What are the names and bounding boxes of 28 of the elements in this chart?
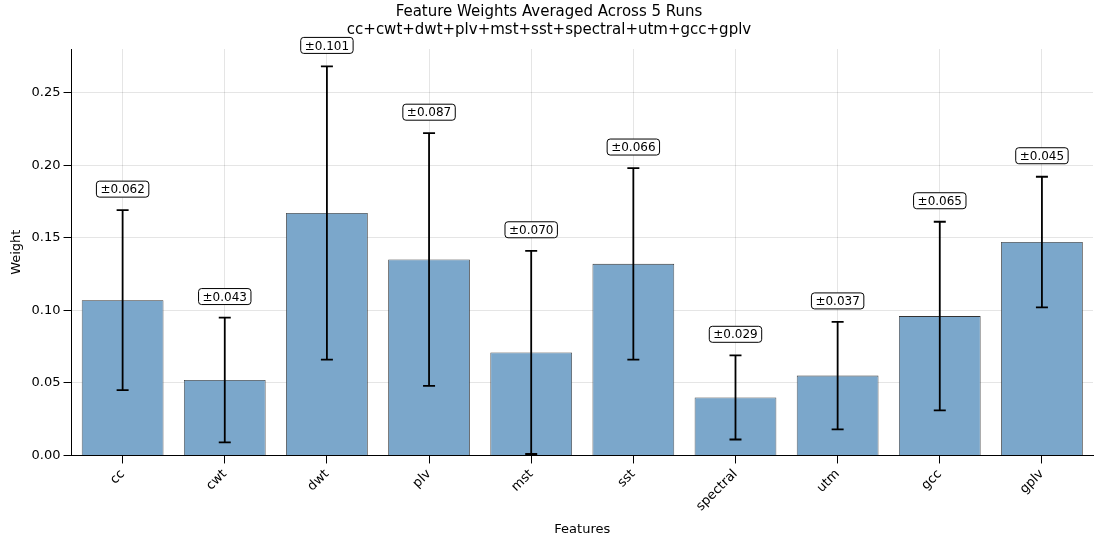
annotation: ±0.066 bbox=[611, 140, 656, 155]
chart-title: Feature Weights Averaged Across 5 Runs bbox=[395, 1, 703, 20]
y-tick-label: 0.10 bbox=[31, 301, 61, 317]
chart-subtitle: cc+cwt+dwt+plv+mst+sst+spectral+utm+gcc+gplv bbox=[346, 19, 752, 38]
annotation: ±0.029 bbox=[713, 327, 758, 342]
y-tick-label: 0.00 bbox=[31, 446, 61, 462]
x-tick-label: cc bbox=[106, 465, 128, 487]
annotation: ±0.065 bbox=[917, 193, 962, 208]
x-tick-label: sst bbox=[614, 465, 638, 490]
annotation: ±0.045 bbox=[1019, 148, 1065, 163]
y-tick-label: 0.25 bbox=[31, 83, 61, 99]
x-tick-label: dwt bbox=[303, 465, 332, 494]
y-tick-label: 0.20 bbox=[31, 156, 61, 172]
x-tick-label: plv bbox=[409, 465, 434, 491]
y-tick-label: 0.15 bbox=[31, 229, 61, 245]
x-tick-label: gcc bbox=[917, 465, 945, 493]
y-axis-title: Weight bbox=[8, 229, 24, 275]
x-axis-title: Features bbox=[554, 520, 611, 536]
x-tick-label: cwt bbox=[202, 465, 230, 493]
annotation: ±0.043 bbox=[202, 289, 247, 304]
x-tick-label: mst bbox=[507, 465, 536, 494]
annotation: ±0.070 bbox=[508, 222, 554, 237]
annotation: ±0.087 bbox=[406, 105, 452, 120]
x-tick-label: utm bbox=[813, 465, 843, 495]
annotation: ±0.037 bbox=[815, 294, 860, 309]
annotation: ±0.101 bbox=[304, 38, 350, 53]
annotation: ±0.062 bbox=[100, 182, 145, 197]
y-tick-label: 0.05 bbox=[31, 374, 61, 390]
